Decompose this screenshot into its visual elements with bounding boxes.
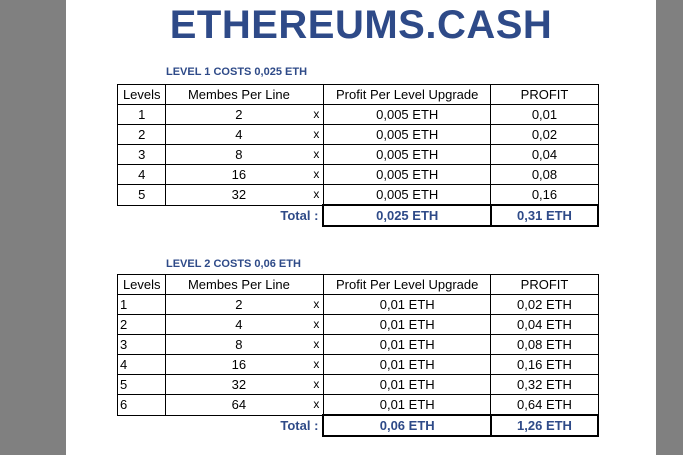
table-row: 3 8 x 0,01 ETH 0,08 ETH xyxy=(116,334,599,355)
header-profit: PROFIT xyxy=(490,84,599,105)
cell-level: 1 xyxy=(116,294,167,315)
cell-profit-per-level: 0,01 ETH xyxy=(322,394,492,416)
cell-profit: 0,02 ETH xyxy=(490,294,599,315)
cell-members: 2 xyxy=(165,104,312,125)
cell-level: 5 xyxy=(116,374,167,395)
total-row: Total : 0,06 ETH 1,26 ETH xyxy=(118,414,600,437)
total-spacer xyxy=(118,205,166,226)
cell-profit-per-level: 0,01 ETH xyxy=(322,314,492,335)
cell-x: x xyxy=(311,144,324,165)
cell-profit: 0,08 ETH xyxy=(490,334,599,355)
header-profit-per-level: Profit Per Level Upgrade xyxy=(322,274,492,295)
cell-members: 16 xyxy=(165,354,312,375)
table-row: 6 64 x 0,01 ETH 0,64 ETH xyxy=(116,394,599,416)
cell-profit: 0,64 ETH xyxy=(490,394,599,416)
cell-level: 6 xyxy=(116,394,167,416)
total-cost: 0,06 ETH xyxy=(322,414,492,437)
table-row: 1 2 x 0,01 ETH 0,02 ETH xyxy=(116,294,599,315)
cell-x: x xyxy=(311,294,324,315)
cell-profit-per-level: 0,01 ETH xyxy=(322,334,492,355)
cell-x: x xyxy=(311,314,324,335)
header-profit-per-level: Profit Per Level Upgrade xyxy=(322,84,492,105)
cell-x: x xyxy=(311,394,324,416)
header-levels: Levels xyxy=(116,274,167,295)
cell-profit-per-level: 0,005 ETH xyxy=(322,144,492,165)
cell-members: 32 xyxy=(165,374,312,395)
cell-members: 64 xyxy=(165,394,312,416)
cell-level: 2 xyxy=(116,314,167,335)
cell-profit-per-level: 0,005 ETH xyxy=(322,124,492,145)
cell-level: 2 xyxy=(116,124,167,145)
header-members: Membes Per Line xyxy=(165,84,312,105)
cell-profit-per-level: 0,005 ETH xyxy=(322,164,492,185)
header-x xyxy=(311,274,324,295)
cell-profit: 0,16 ETH xyxy=(490,354,599,375)
table-row: 2 4 x 0,01 ETH 0,04 ETH xyxy=(116,314,599,335)
table-row: 5 32 x 0,005 ETH 0,16 xyxy=(116,184,599,206)
table-header-row: Levels Membes Per Line Profit Per Level … xyxy=(116,274,599,295)
table-row: 4 16 x 0,01 ETH 0,16 ETH xyxy=(116,354,599,375)
cell-level: 3 xyxy=(116,334,167,355)
cell-members: 2 xyxy=(165,294,312,315)
cell-members: 8 xyxy=(165,334,312,355)
total-spacer xyxy=(118,415,166,436)
header-x xyxy=(311,84,324,105)
cell-profit: 0,16 xyxy=(490,184,599,206)
table-row: 2 4 x 0,005 ETH 0,02 xyxy=(116,124,599,145)
cell-profit-per-level: 0,01 ETH xyxy=(322,354,492,375)
cell-profit-per-level: 0,01 ETH xyxy=(322,374,492,395)
table-row: 3 8 x 0,005 ETH 0,04 xyxy=(116,144,599,165)
cell-level: 5 xyxy=(116,184,167,206)
page-title: ETHEREUMS.CASH xyxy=(169,3,553,47)
cell-members: 4 xyxy=(165,124,312,145)
header-levels: Levels xyxy=(116,84,167,105)
level-1-table: Levels Membes Per Line Profit Per Level … xyxy=(116,84,600,227)
document-page: ETHEREUMS.CASH LEVEL 1 COSTS 0,025 ETH L… xyxy=(66,0,656,455)
cell-profit: 0,01 xyxy=(490,104,599,125)
cell-level: 4 xyxy=(116,354,167,375)
total-row: Total : 0,025 ETH 0,31 ETH xyxy=(118,204,600,227)
cell-profit: 0,08 xyxy=(490,164,599,185)
total-cost: 0,025 ETH xyxy=(322,204,492,227)
cell-x: x xyxy=(311,104,324,125)
cell-x: x xyxy=(311,354,324,375)
total-profit: 1,26 ETH xyxy=(489,414,600,437)
level-2-table: Levels Membes Per Line Profit Per Level … xyxy=(116,274,600,437)
header-members: Membes Per Line xyxy=(165,274,312,295)
table-row: 4 16 x 0,005 ETH 0,08 xyxy=(116,164,599,185)
cell-x: x xyxy=(311,124,324,145)
cell-x: x xyxy=(311,184,324,206)
cell-profit: 0,32 ETH xyxy=(490,374,599,395)
cell-level: 3 xyxy=(116,144,167,165)
table-row: 5 32 x 0,01 ETH 0,32 ETH xyxy=(116,374,599,395)
cell-profit: 0,04 xyxy=(490,144,599,165)
total-label: Total : xyxy=(280,208,319,224)
cell-profit: 0,02 xyxy=(490,124,599,145)
cell-members: 4 xyxy=(165,314,312,335)
cell-x: x xyxy=(311,374,324,395)
total-label: Total : xyxy=(280,418,319,434)
table-1-caption: LEVEL 1 COSTS 0,025 ETH xyxy=(166,66,308,78)
cell-members: 16 xyxy=(165,164,312,185)
cell-level: 1 xyxy=(116,104,167,125)
total-profit: 0,31 ETH xyxy=(489,204,600,227)
cell-x: x xyxy=(311,334,324,355)
cell-profit-per-level: 0,005 ETH xyxy=(322,184,492,206)
cell-x: x xyxy=(311,164,324,185)
table-header-row: Levels Membes Per Line Profit Per Level … xyxy=(116,84,599,105)
header-profit: PROFIT xyxy=(490,274,599,295)
table-row: 1 2 x 0,005 ETH 0,01 xyxy=(116,104,599,125)
cell-level: 4 xyxy=(116,164,167,185)
cell-members: 8 xyxy=(165,144,312,165)
table-2-caption: LEVEL 2 COSTS 0,06 ETH xyxy=(166,258,301,270)
cell-profit-per-level: 0,01 ETH xyxy=(322,294,492,315)
cell-profit: 0,04 ETH xyxy=(490,314,599,335)
cell-profit-per-level: 0,005 ETH xyxy=(322,104,492,125)
cell-members: 32 xyxy=(165,184,312,206)
